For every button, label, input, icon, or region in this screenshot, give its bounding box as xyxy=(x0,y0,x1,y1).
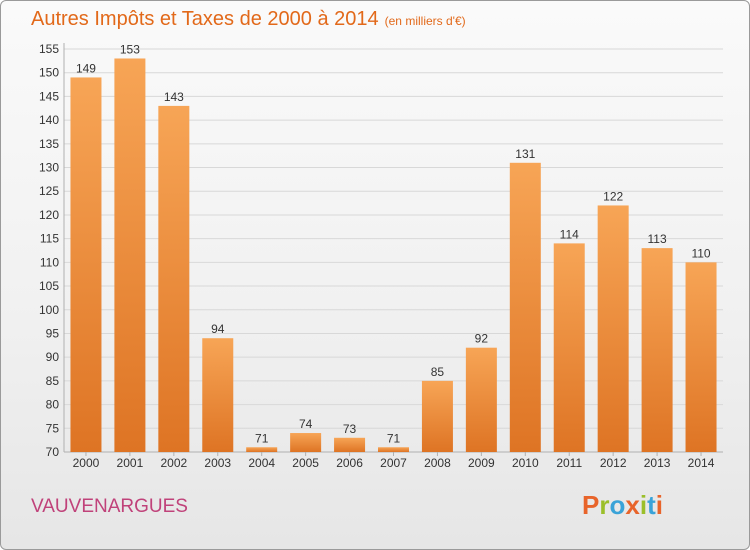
bar xyxy=(465,347,497,452)
x-tick-label: 2009 xyxy=(468,456,495,470)
bar xyxy=(202,338,234,452)
data-label: 74 xyxy=(299,417,313,431)
data-label: 92 xyxy=(475,332,489,346)
bar xyxy=(114,58,146,452)
proxiti-logo: Proxiti xyxy=(582,490,663,521)
data-label: 85 xyxy=(431,365,445,379)
logo-letter: i xyxy=(639,490,648,520)
logo-letter: r xyxy=(599,490,610,520)
y-tick-label: 90 xyxy=(46,350,60,364)
bar xyxy=(378,447,409,452)
x-tick-label: 2006 xyxy=(336,456,363,470)
logo-letter: P xyxy=(582,490,600,520)
y-tick-label: 100 xyxy=(39,303,59,317)
y-tick-label: 155 xyxy=(39,42,59,56)
bar xyxy=(597,205,629,452)
bar xyxy=(334,437,366,452)
chart-subtitle: (en milliers d'€) xyxy=(384,14,466,28)
x-tick-label: 2008 xyxy=(424,456,451,470)
x-tick-label: 2001 xyxy=(117,456,144,470)
y-tick-label: 70 xyxy=(46,445,60,459)
y-tick-label: 120 xyxy=(39,208,59,222)
bar xyxy=(641,248,673,452)
y-tick-label: 145 xyxy=(39,89,59,103)
x-tick-label: 2014 xyxy=(688,456,715,470)
x-tick-label: 2004 xyxy=(248,456,275,470)
y-tick-label: 150 xyxy=(39,66,59,80)
y-tick-label: 140 xyxy=(39,113,59,127)
y-tick-label: 135 xyxy=(39,137,59,151)
x-tick-label: 2011 xyxy=(556,456,582,470)
data-label: 71 xyxy=(387,431,401,445)
bar xyxy=(158,105,190,453)
y-tick-label: 130 xyxy=(39,161,59,175)
y-tick-label: 95 xyxy=(46,326,60,340)
data-label: 149 xyxy=(76,61,96,75)
x-tick-label: 2005 xyxy=(292,456,319,470)
y-tick-label: 80 xyxy=(46,398,60,412)
y-tick-label: 75 xyxy=(46,421,60,435)
x-tick-label: 2000 xyxy=(73,456,100,470)
x-tick-label: 2012 xyxy=(600,456,627,470)
logo-letter: x xyxy=(625,490,640,520)
data-label: 122 xyxy=(603,189,623,203)
logo-letter: o xyxy=(609,490,626,520)
x-tick-labels: 2000 2001 2002 2003 2004 2005 2006 2007 2008 2009… xyxy=(73,456,715,470)
chart-title-text: Autres Impôts et Taxes de 2000 à 2014 xyxy=(31,8,379,30)
data-label: 114 xyxy=(560,227,579,241)
y-tick-label: 105 xyxy=(39,279,59,293)
x-tick-label: 2007 xyxy=(380,456,407,470)
y-tick-label: 110 xyxy=(40,255,59,269)
y-tick-label: 85 xyxy=(46,374,60,388)
x-tick-label: 2010 xyxy=(512,456,539,470)
y-tick-labels: 70 75 80 85 90 95 100 105 110 115 120 125 130 135 140 1… xyxy=(39,42,59,459)
bar xyxy=(509,162,541,452)
data-label: 143 xyxy=(164,90,184,104)
data-label: 71 xyxy=(255,431,269,445)
bar xyxy=(290,433,322,452)
data-label: 131 xyxy=(515,147,535,161)
data-label: 113 xyxy=(648,232,667,246)
bar xyxy=(246,447,278,452)
logo-letter: i xyxy=(655,490,663,520)
commune-name: VAUVENARGUES xyxy=(31,496,188,517)
data-label: 94 xyxy=(211,322,225,336)
x-tick-label: 2002 xyxy=(160,456,187,470)
bar xyxy=(685,262,717,452)
y-tick-label: 115 xyxy=(40,232,59,246)
bars xyxy=(70,58,717,453)
bar xyxy=(70,77,102,453)
data-label: 153 xyxy=(120,42,140,56)
bar xyxy=(553,243,585,452)
x-tick-label: 2003 xyxy=(204,456,231,470)
data-label: 73 xyxy=(343,422,357,436)
y-tick-label: 125 xyxy=(39,184,59,198)
data-labels: 149 153 143 94 71 74 73 71 85 92 131 114 122 113 110 xyxy=(76,42,711,445)
data-label: 110 xyxy=(691,246,710,260)
chart-title: Autres Impôts et Taxes de 2000 à 2014 (en… xyxy=(31,8,466,31)
bar xyxy=(421,380,453,452)
x-tick-label: 2013 xyxy=(644,456,671,470)
logo-letter: t xyxy=(647,490,656,520)
